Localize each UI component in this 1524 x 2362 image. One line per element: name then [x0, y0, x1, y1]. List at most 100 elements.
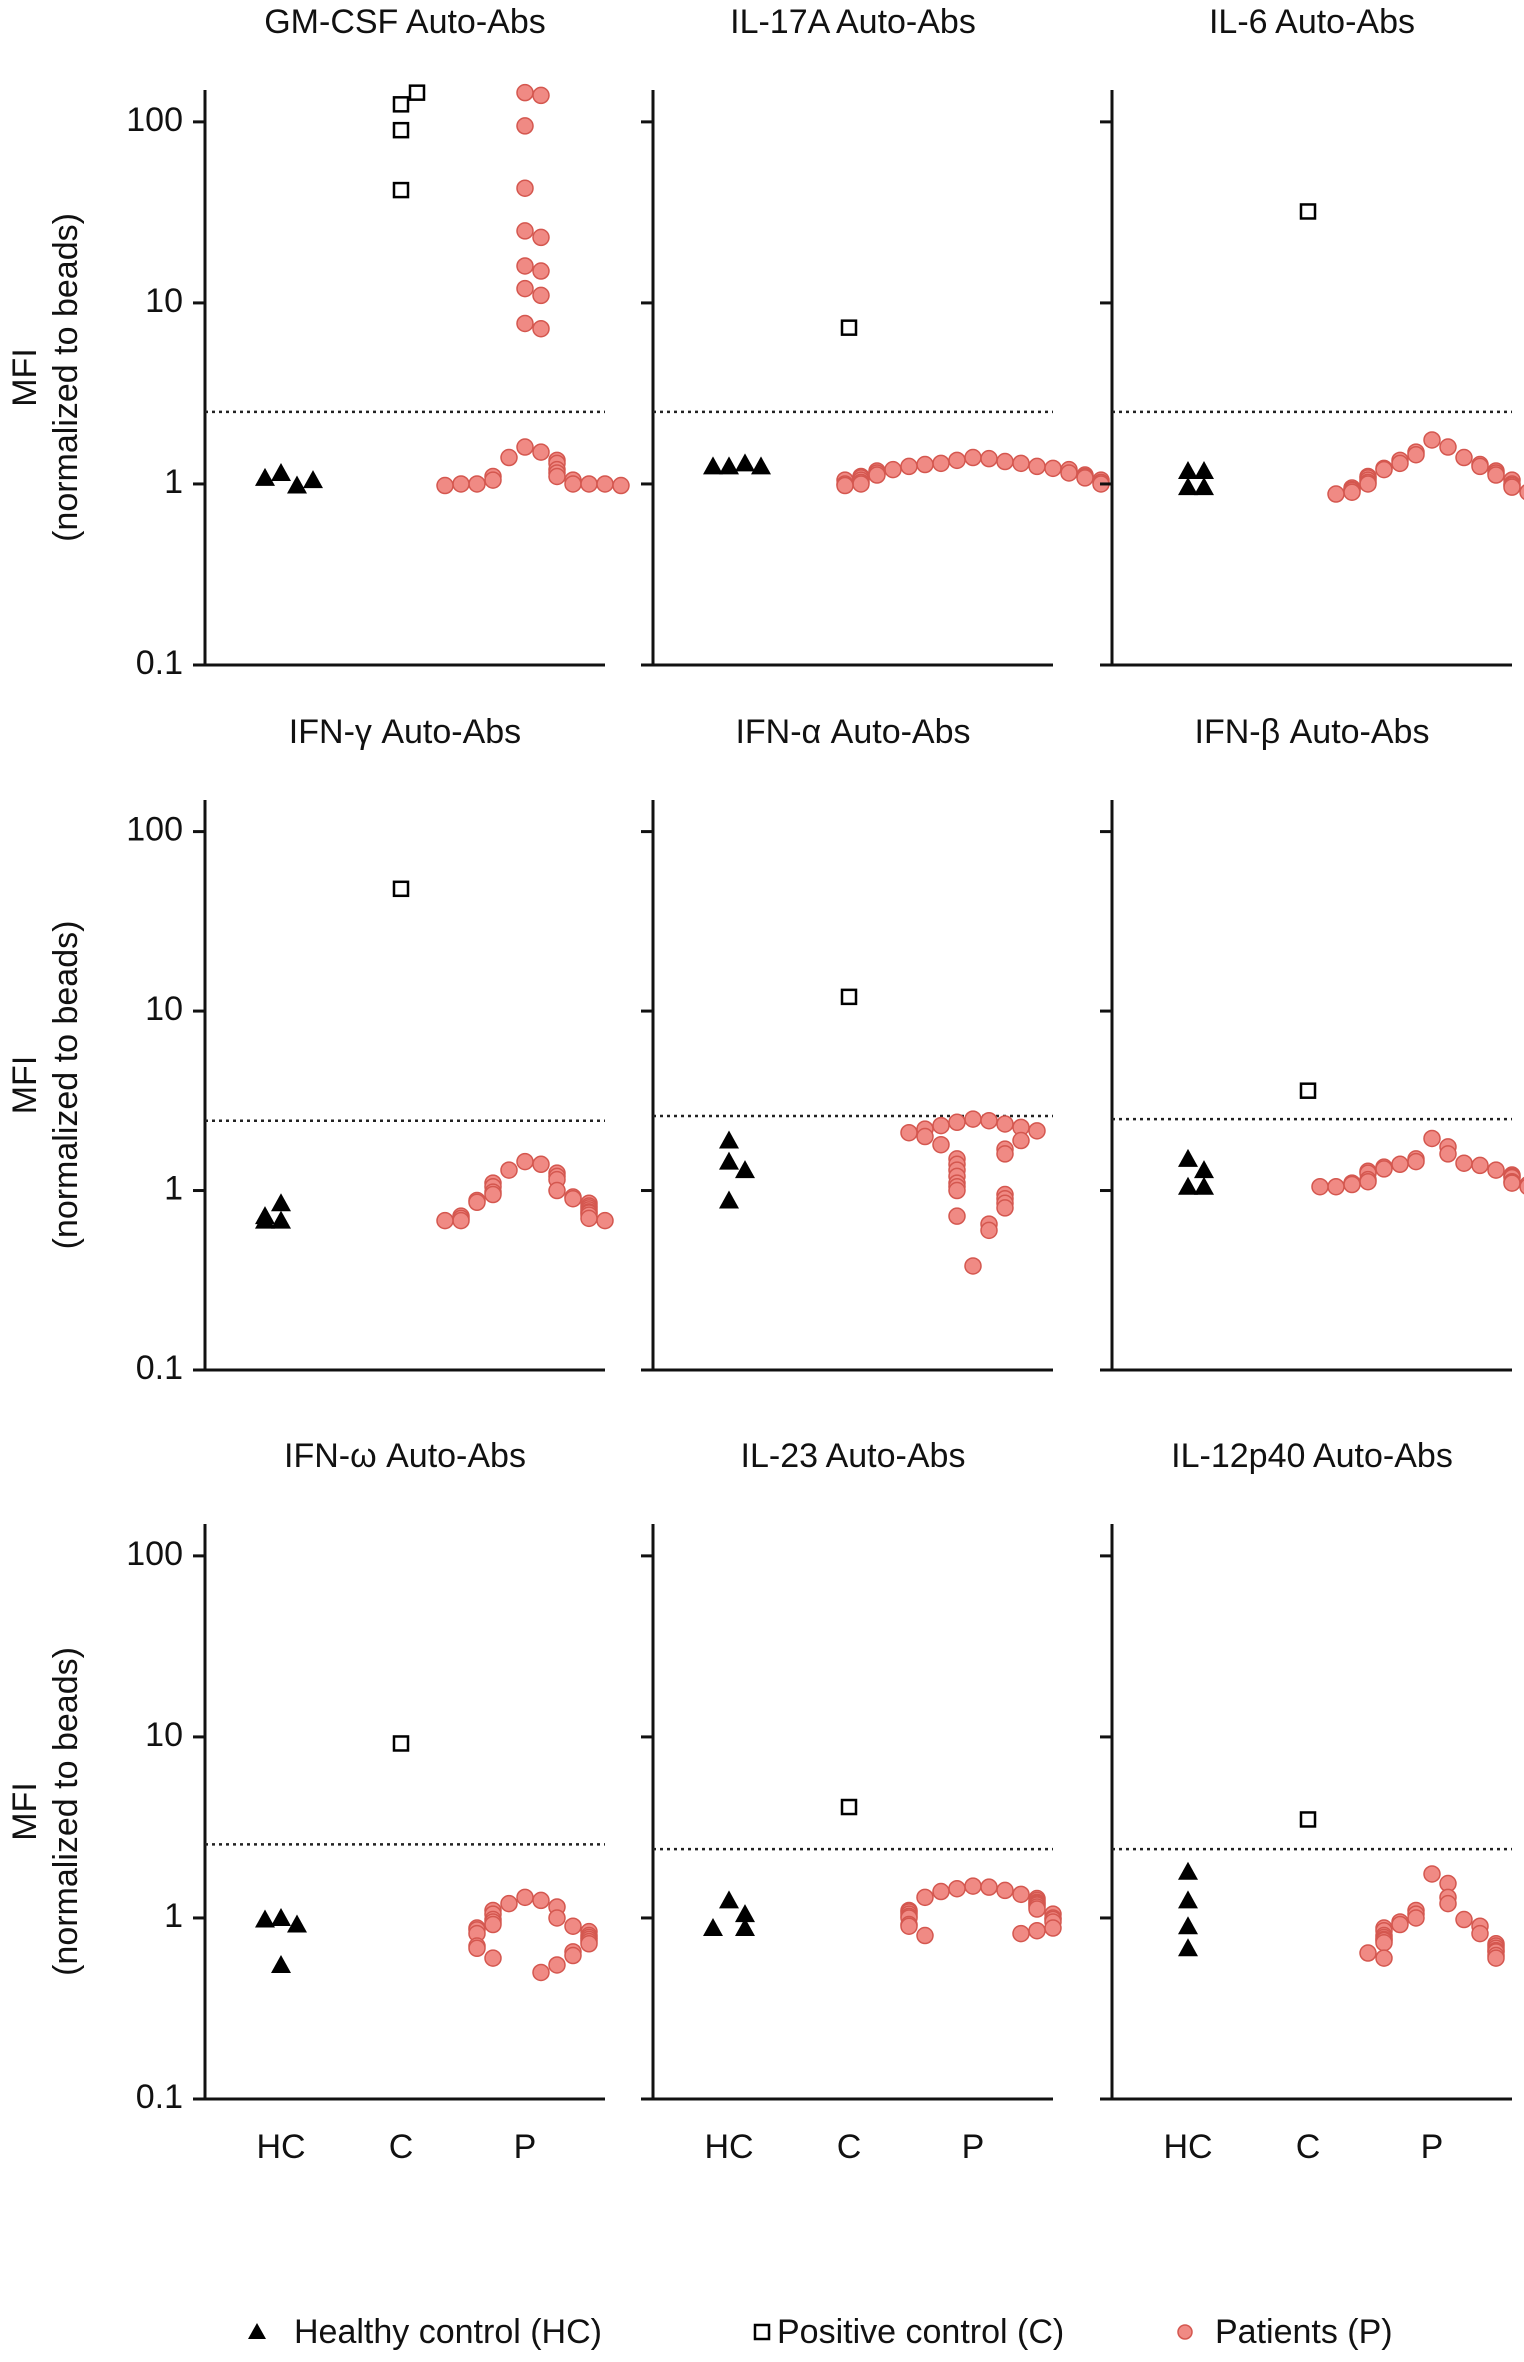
- y-tick-label: 0.1: [136, 644, 183, 682]
- p-point: [548, 1909, 566, 1927]
- p-point: [964, 1257, 982, 1275]
- c-point: [1299, 203, 1317, 220]
- x-tick-label: P: [514, 2128, 537, 2166]
- p-point: [532, 262, 550, 280]
- p-point: [900, 457, 918, 476]
- p-point: [1076, 469, 1094, 487]
- y-axis-label: MFI: [6, 348, 44, 407]
- hc-point: [271, 1907, 291, 1926]
- p-point: [516, 257, 534, 275]
- panel-title: IL-6 Auto-Abs: [1209, 3, 1415, 41]
- hc-point: [1178, 1176, 1198, 1195]
- p-point: [532, 286, 550, 305]
- p-point: [1375, 1160, 1393, 1178]
- p-point: [612, 476, 630, 495]
- p-point: [1407, 1909, 1425, 1927]
- p-point: [1028, 1921, 1046, 1940]
- p-point: [500, 1894, 518, 1913]
- legend-item: Positive control (C): [753, 2313, 1064, 2351]
- p-point: [484, 1915, 502, 1934]
- p-point: [1503, 478, 1521, 496]
- p-point: [516, 314, 534, 333]
- p-point: [996, 1199, 1014, 1217]
- p-point: [996, 1145, 1014, 1163]
- legend-marker: [753, 2323, 771, 2341]
- hc-point: [1178, 460, 1198, 479]
- p-point: [948, 1879, 966, 1898]
- hc-point: [735, 1918, 755, 1937]
- p-point: [980, 1111, 998, 1130]
- p-point: [1012, 1131, 1030, 1150]
- p-point: [1359, 1172, 1377, 1191]
- p-point: [852, 475, 870, 493]
- p-point: [1028, 1900, 1046, 1918]
- y-tick-label: 0.1: [136, 2078, 183, 2116]
- hc-point: [255, 1909, 275, 1928]
- p-point: [564, 1917, 582, 1935]
- p-point: [1423, 1865, 1441, 1883]
- hc-point: [719, 1130, 739, 1149]
- p-point: [996, 1115, 1014, 1133]
- y-axis-label: MFI: [6, 1782, 44, 1841]
- hc-point: [271, 1210, 291, 1229]
- panel-title: IFN-α Auto-Abs: [735, 713, 970, 751]
- p-point: [1359, 1944, 1377, 1962]
- hc-point: [719, 1190, 739, 1209]
- p-point: [500, 1161, 518, 1179]
- c-point: [392, 1735, 410, 1752]
- p-point: [964, 1110, 982, 1128]
- hc-point: [1178, 1938, 1198, 1957]
- p-point: [1423, 1129, 1441, 1148]
- y-axis-label: (normalized to beads): [47, 921, 85, 1250]
- y-tick-label: 10: [145, 282, 183, 320]
- p-point: [1311, 1177, 1329, 1196]
- p-point: [516, 222, 534, 240]
- legend-marker: [1177, 2324, 1193, 2340]
- p-point: [1439, 1894, 1457, 1913]
- legend-label: Healthy control (HC): [294, 2313, 602, 2351]
- legend-label: Patients (P): [1215, 2313, 1393, 2351]
- p-point: [548, 467, 566, 486]
- p-point: [948, 451, 966, 470]
- panel-title: IL-12p40 Auto-Abs: [1171, 1437, 1453, 1475]
- legend-label: Positive control (C): [777, 2313, 1064, 2351]
- y-tick-label: 0.1: [136, 1349, 183, 1387]
- panel-title: IFN-γ Auto-Abs: [289, 713, 521, 751]
- hc-point: [703, 1918, 723, 1937]
- c-point: [392, 181, 410, 199]
- p-point: [516, 179, 534, 197]
- p-point: [548, 1181, 566, 1200]
- y-axis-label: (normalized to beads): [47, 1647, 85, 1976]
- hc-point: [703, 456, 723, 475]
- p-point: [484, 471, 502, 489]
- p-point: [916, 455, 934, 474]
- p-point: [564, 475, 582, 493]
- y-tick-label: 10: [145, 1716, 183, 1754]
- p-point: [516, 117, 534, 135]
- p-point: [900, 1917, 918, 1935]
- p-point: [964, 1877, 982, 1895]
- p-point: [1439, 438, 1457, 456]
- p-point: [532, 1891, 550, 1910]
- p-point: [1343, 483, 1361, 501]
- y-tick-label: 1: [164, 1170, 183, 1208]
- x-tick-label: HC: [256, 2128, 305, 2166]
- hc-point: [735, 1160, 755, 1179]
- p-point: [1455, 448, 1473, 467]
- y-tick-label: 100: [126, 811, 183, 849]
- p-point: [948, 1181, 966, 1200]
- hc-point: [271, 462, 291, 481]
- y-tick-label: 1: [164, 463, 183, 501]
- panel-title: IL-23 Auto-Abs: [741, 1437, 966, 1475]
- p-point: [980, 1878, 998, 1896]
- p-point: [1012, 454, 1030, 473]
- p-point: [980, 1221, 998, 1240]
- c-point: [1299, 1082, 1317, 1099]
- p-point: [1343, 1175, 1361, 1194]
- p-point: [932, 1882, 950, 1901]
- p-point: [996, 1881, 1014, 1900]
- p-point: [1471, 457, 1489, 476]
- p-point: [580, 475, 598, 493]
- p-point: [1060, 464, 1078, 482]
